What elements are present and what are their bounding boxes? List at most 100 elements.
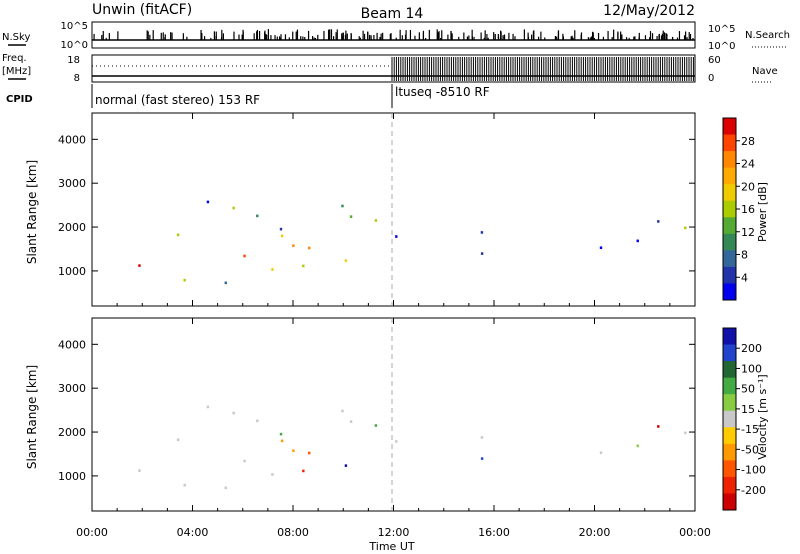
velocity-echo (243, 459, 246, 463)
power-colorbar-swatch (723, 217, 736, 235)
velocity-echo (636, 444, 639, 448)
velocity-echo (684, 431, 687, 435)
velocity-colorbar-swatch (723, 427, 736, 445)
power-colorbar-label: Power [dB] (756, 182, 769, 242)
power-ytick-label: 3000 (58, 177, 86, 190)
velocity-echo (480, 436, 484, 439)
velocity-colorbar-frame (722, 327, 737, 511)
velocity-echo (480, 457, 484, 460)
x-tick-label: 12:00 (378, 526, 410, 539)
velocity-echo (176, 438, 180, 442)
velocity-colorbar: 200 100 50 15 -15 -50 -100 -200 Velocity [m s⁻¹… (722, 327, 769, 511)
velocity-echo (292, 449, 295, 452)
power-yaxis: 1000 2000 3000 4000 (58, 133, 695, 278)
power-echo (308, 246, 311, 250)
velocity-echo (374, 424, 378, 427)
velocity-ytick-label: 4000 (58, 338, 86, 351)
power-colorbar-swatch (723, 118, 736, 136)
nsearch-label: N.Search (745, 30, 790, 41)
power-echo (243, 254, 246, 258)
velocity-echo (280, 439, 284, 443)
velocity-colorbar-tick-label: -50 (741, 443, 759, 456)
velocity-colorbar-label: Velocity [m s⁻¹] (756, 374, 769, 459)
power-colorbar-swatch (723, 200, 736, 218)
power-echo (374, 219, 378, 222)
nave-tick-top: 60 (708, 55, 721, 66)
power-echo (176, 233, 180, 237)
power-echo (224, 281, 227, 285)
velocity-colorbar-swatch (723, 410, 736, 428)
velocity-yaxis: 1000 2000 3000 4000 (58, 338, 695, 483)
power-colorbar-swatch (723, 151, 736, 169)
power-colorbar-swatch (723, 250, 736, 268)
x-tick-label: 04:00 (177, 526, 209, 539)
velocity-colorbar-swatch (723, 460, 736, 478)
power-ytick-label: 2000 (58, 221, 86, 234)
x-tick-label: 00:00 (679, 526, 711, 539)
noise-trace (92, 29, 695, 41)
cpid-panel: CPID normal (fast stereo) 153 RF ltuseq … (6, 84, 490, 108)
velocity-echo (308, 451, 311, 455)
power-ylabel: Slant Range [km] (25, 160, 39, 264)
power-echo (341, 204, 344, 208)
velocity-echo (138, 469, 141, 472)
freq-label: Freq. (2, 53, 27, 64)
power-panel: Slant Range [km] 1000 2000 3000 4000 (25, 112, 696, 307)
power-colorbar-tick-label: 12 (741, 226, 755, 239)
velocity-colorbar-swatch (723, 361, 736, 379)
power-echo (657, 220, 660, 223)
power-colorbar: 28 24 20 16 12 8 4 Power [dB] (722, 117, 769, 301)
velocity-ytick-label: 1000 (58, 470, 86, 483)
velocity-colorbar-swatch (723, 344, 736, 362)
velocity-colorbar-tick-label: -15 (741, 423, 759, 436)
title-right: 12/May/2012 (603, 3, 695, 19)
velocity-colorbar-tick-label: -200 (741, 484, 766, 497)
velocity-echo (599, 451, 603, 455)
velocity-ytick-label: 2000 (58, 426, 86, 439)
power-echo (280, 234, 284, 238)
power-echo (349, 215, 353, 218)
velocity-colorbar-tick-label: -100 (741, 464, 766, 477)
noise-tick-bottom-right: 10^0 (708, 41, 735, 52)
x-tick-label: 20:00 (579, 526, 611, 539)
title-center: Beam 14 (361, 6, 424, 22)
freq-unit-label: [MHz] (2, 66, 31, 77)
power-colorbar-swatch (723, 233, 736, 251)
nsky-label: N.Sky (2, 32, 30, 43)
freq-nave-trace (92, 57, 695, 81)
freq-tick-bottom: 8 (74, 73, 80, 84)
power-echo (206, 200, 210, 204)
x-axis: 00:00 04:00 08:00 12:00 16:00 20:00 00:00 (76, 113, 711, 539)
velocity-ylabel: Slant Range [km] (25, 365, 39, 469)
power-colorbar-tick-label: 4 (741, 271, 748, 284)
noise-panel: N.Sky 10^5 10^0 10^5 10^0 N.Search (2, 21, 790, 52)
velocity-echo (395, 440, 398, 443)
x-tick-label: 00:00 (76, 526, 108, 539)
noise-tick-bottom-left: 10^0 (61, 40, 88, 51)
power-colorbar-swatch (723, 167, 736, 185)
power-echo (183, 278, 186, 282)
velocity-echo (341, 409, 344, 413)
velocity-echo (232, 411, 235, 415)
power-echo (480, 231, 484, 234)
power-echo (271, 268, 274, 271)
power-echo (292, 244, 295, 247)
nave-tick-bottom: 0 (708, 73, 714, 84)
nave-label: Nave (752, 66, 778, 77)
power-echo (302, 264, 305, 268)
power-echo (344, 259, 348, 262)
velocity-colorbar-tick-label: 200 (741, 342, 762, 355)
velocity-colorbar-swatch (723, 328, 736, 346)
noise-tick-top-left: 10^5 (61, 21, 88, 32)
velocity-echo (657, 425, 660, 428)
x-tick-label: 16:00 (478, 526, 510, 539)
velocity-echo (256, 419, 259, 423)
power-colorbar-swatch (723, 134, 736, 152)
velocity-colorbar-tick-label: 100 (741, 362, 762, 375)
title-left: Unwin (fitACF) (92, 2, 192, 18)
velocity-colorbar-tick-label: 50 (741, 383, 755, 396)
cpid-label: CPID (6, 94, 33, 105)
velocity-colorbar-swatch (723, 377, 736, 395)
power-colorbar-swatch (723, 283, 736, 301)
